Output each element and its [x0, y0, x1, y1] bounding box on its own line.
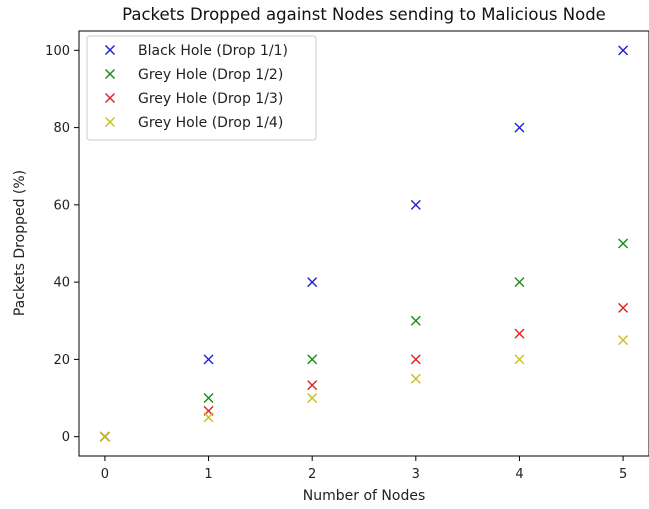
y-axis-ticks: 0 20 40 60 80 100 [45, 44, 79, 445]
legend-entry: Grey Hole (Drop 1/3) [138, 91, 283, 107]
data-point [307, 277, 318, 288]
plot-area: 0 1 2 3 4 5 0 20 40 60 80 100 [45, 30, 649, 482]
y-tick-label: 20 [53, 353, 70, 368]
data-point [514, 277, 525, 288]
data-point [410, 315, 421, 326]
data-point [410, 373, 421, 384]
chart-title: Packets Dropped against Nodes sending to… [122, 5, 606, 24]
data-point [203, 412, 214, 423]
data-point [618, 45, 629, 56]
y-tick-label: 100 [45, 44, 70, 59]
x-tick-label: 0 [101, 467, 109, 482]
legend-marker [105, 45, 115, 55]
legend-marker [105, 117, 115, 127]
legend-box [86, 35, 317, 141]
data-point [203, 393, 214, 404]
data-point [307, 393, 318, 404]
legend-marker [105, 93, 115, 103]
data-point [99, 431, 110, 442]
legend-marker [105, 69, 115, 79]
x-tick-label: 3 [412, 467, 420, 482]
data-point [618, 335, 629, 346]
data-point [618, 238, 629, 249]
legend-entry: Black Hole (Drop 1/1) [138, 43, 288, 59]
x-axis-ticks: 0 1 2 3 4 5 [101, 456, 627, 482]
x-tick-label: 5 [619, 467, 627, 482]
y-tick-label: 40 [53, 276, 70, 291]
legend-entry: Grey Hole (Drop 1/4) [138, 115, 283, 131]
legend: Black Hole (Drop 1/1) Grey Hole (Drop 1/2… [86, 35, 317, 141]
x-tick-label: 2 [308, 467, 316, 482]
x-tick-label: 4 [515, 467, 523, 482]
y-axis-label: Packets Dropped (%) [12, 170, 28, 316]
data-point [410, 354, 421, 365]
y-tick-label: 0 [62, 430, 70, 445]
legend-entry: Grey Hole (Drop 1/2) [138, 67, 283, 83]
plot-frame [78, 30, 649, 457]
data-point [307, 354, 318, 365]
y-tick-label: 60 [53, 198, 70, 213]
data-point [514, 122, 525, 133]
data-point [307, 380, 318, 391]
data-point [203, 354, 214, 365]
data-points [99, 45, 629, 442]
x-axis-label: Number of Nodes [303, 488, 425, 504]
data-point [514, 354, 525, 365]
x-tick-label: 1 [204, 467, 212, 482]
y-tick-label: 80 [53, 121, 70, 136]
data-point [410, 199, 421, 210]
data-point [514, 328, 525, 339]
data-point [618, 302, 629, 313]
